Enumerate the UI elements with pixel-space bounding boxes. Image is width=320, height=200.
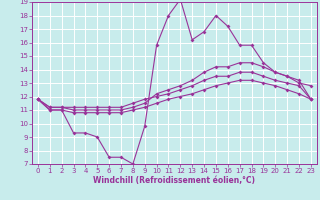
X-axis label: Windchill (Refroidissement éolien,°C): Windchill (Refroidissement éolien,°C): [93, 176, 255, 185]
